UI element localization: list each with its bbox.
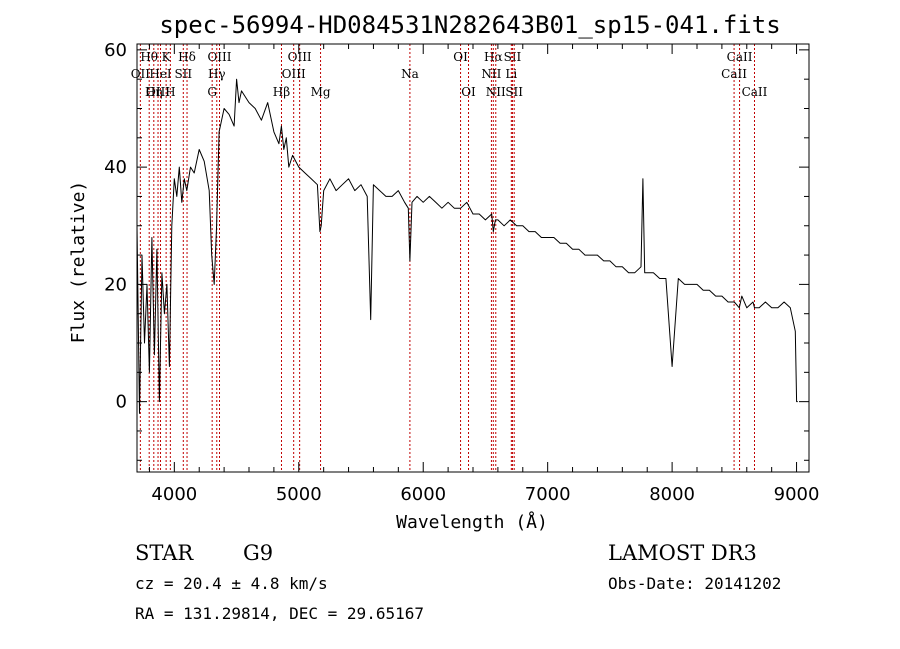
- marker-label-7: SII: [174, 67, 192, 81]
- marker-label-18: OI: [461, 85, 476, 99]
- x-tick-label-6000: 6000: [400, 484, 446, 505]
- marker-label-13: OIII: [288, 50, 312, 64]
- chart-title: spec-56994-HD084531N282643B01_sp15-041.f…: [159, 11, 780, 39]
- marker-label-11: G: [207, 85, 217, 99]
- spectrum-line: [136, 78, 798, 414]
- marker-label-0: Hθ: [140, 50, 158, 64]
- marker-label-17: OI: [453, 50, 468, 64]
- marker-label-10: Hγ: [208, 67, 226, 81]
- marker-label-9: OIII: [207, 50, 231, 64]
- y-axis-label: Flux (relative): [68, 181, 89, 344]
- plot-frame: [136, 43, 810, 473]
- x-tick-label-8000: 8000: [649, 484, 695, 505]
- y-tick-label-0: 0: [116, 392, 127, 413]
- marker-label-25: CaII: [727, 50, 753, 64]
- marker-label-12: Hβ: [273, 85, 290, 99]
- coordinates: RA = 131.29814, DEC = 29.65167: [135, 604, 424, 623]
- marker-label-14: OIII: [282, 67, 306, 81]
- marker-label-4: K: [162, 50, 172, 64]
- x-tick-label-7000: 7000: [525, 484, 571, 505]
- marker-label-5: HeI: [149, 67, 172, 81]
- marker-label-19: Hα: [484, 50, 503, 64]
- marker-label-24: SII: [505, 85, 523, 99]
- marker-label-6: H: [165, 85, 175, 99]
- marker-label-8: Hδ: [178, 50, 196, 64]
- marker-label-20: NII: [481, 67, 501, 81]
- marker-label-22: SII: [504, 50, 522, 64]
- marker-label-23: Li: [505, 67, 517, 81]
- object-subclass: G9: [243, 541, 273, 565]
- object-class: STAR: [135, 541, 194, 565]
- x-axis-ticks: 4000 5000 6000 7000 8000 9000: [148, 44, 820, 505]
- marker-label-21: NII: [486, 85, 506, 99]
- y-tick-label-40: 40: [104, 157, 127, 178]
- x-tick-label-5000: 5000: [276, 484, 322, 505]
- observation-date: Obs-Date: 20141202: [608, 574, 781, 593]
- redshift-cz: cz = 20.4 ± 4.8 km/s: [135, 574, 328, 593]
- marker-label-27: CaII: [742, 85, 768, 99]
- y-tick-label-20: 20: [104, 274, 127, 295]
- marker-label-26: CaII: [721, 67, 747, 81]
- survey-name: LAMOST DR3: [608, 541, 757, 565]
- x-tick-label-9000: 9000: [774, 484, 820, 505]
- marker-label-2: OIII: [146, 85, 170, 99]
- x-axis-label: Wavelength (Å): [396, 511, 548, 533]
- marker-label-1: OII: [131, 67, 151, 81]
- x-tick-label-4000: 4000: [151, 484, 197, 505]
- y-tick-label-60: 60: [104, 40, 127, 61]
- y-axis-ticks: 0 20 40 60: [104, 40, 809, 461]
- marker-label-16: Na: [401, 67, 419, 81]
- marker-label-15: Mg: [311, 85, 331, 99]
- marker-label-3: Hη: [145, 85, 163, 99]
